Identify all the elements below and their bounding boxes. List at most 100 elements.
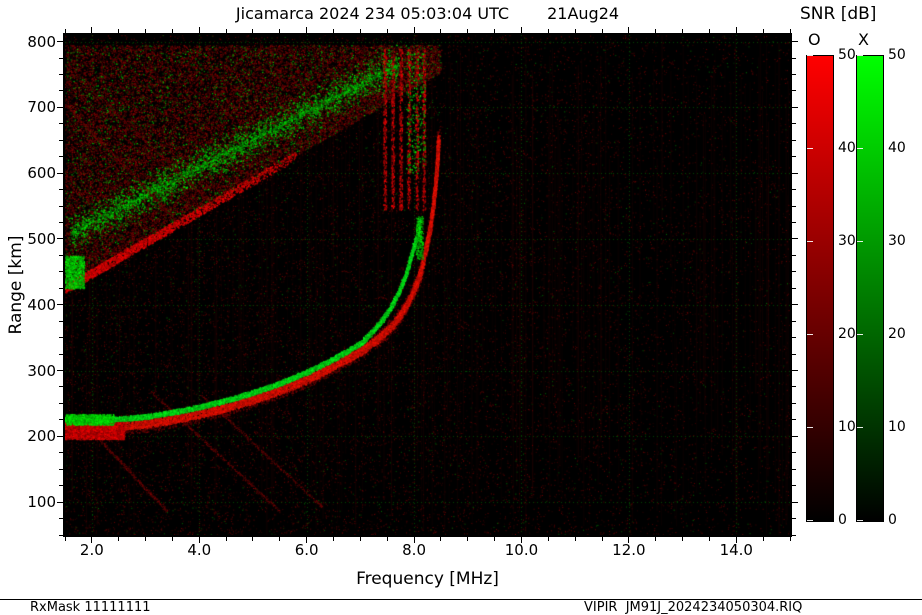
x-axis-tick [520,537,522,543]
x-axis-tick [306,537,308,543]
title-row: Jicamarca 2024 234 05:03:04 UTC 21Aug24 [65,4,790,23]
x-axis-minor-tick [440,29,442,33]
y-axis-minor-tick [59,222,63,223]
x-axis-tick [735,27,737,33]
colorbar-tick-label: 40 [888,140,906,156]
x-axis-tick [520,27,522,33]
x-axis-minor-tick [601,29,603,33]
y-axis-minor-tick [792,189,796,191]
x-tick-label: 6.0 [294,541,319,559]
colorbar-tick-label: 30 [888,233,906,249]
x-axis-tick [91,537,93,543]
y-axis-tick [57,501,63,503]
plot-date: 21Aug24 [547,4,620,23]
y-axis-minor-tick [59,386,63,388]
y-tick-label: 700 [27,98,56,117]
x-axis-minor-tick [467,537,469,541]
y-axis-minor-tick [792,123,796,125]
x-axis-minor-tick [252,29,254,33]
y-axis-minor-tick [59,205,63,207]
x-axis-minor-tick [762,537,764,541]
y-tick-label: 500 [27,229,56,248]
x-axis-tick [306,27,308,33]
rxmask-label: RxMask 11111111 [30,600,151,615]
o-mode-label: O [808,30,821,49]
x-axis-minor-tick [655,537,657,541]
y-axis-minor-tick [792,287,796,289]
colorbar-tick-label: 50 [888,47,906,63]
x-tick-label: 4.0 [187,541,212,559]
x-axis-minor-tick [708,537,710,541]
y-axis-tick [57,370,63,372]
y-axis-minor-tick [792,57,796,59]
x-axis-minor-tick [333,537,335,541]
colorbar-tick-label: 10 [888,419,906,435]
x-axis-minor-tick [574,29,576,33]
colorbar-tick-label: 40 [838,140,856,156]
y-axis-minor-tick [59,518,63,520]
x-axis-minor-tick [762,29,764,33]
y-axis-minor-tick [59,156,63,158]
x-axis-minor-tick [789,29,791,33]
x-axis-minor-tick [279,537,281,541]
snr-colorbar-title: SNR [dB] [800,4,877,24]
x-axis-minor-tick [708,29,710,33]
ionogram-plot-canvas [65,35,790,535]
y-axis-minor-tick [792,419,796,421]
colorbar-tick-label: 0 [838,512,847,528]
x-axis-minor-tick [64,537,66,541]
y-axis-minor-tick [792,468,796,470]
y-axis-minor-tick [792,73,796,75]
x-axis-minor-tick [145,29,147,33]
x-axis-minor-tick [359,29,361,33]
x-axis-minor-tick [789,537,791,541]
colorbar-tick [857,240,863,242]
y-axis-tick [792,435,798,437]
y-axis-minor-tick [792,320,796,322]
plot-title: Jicamarca 2024 234 05:03:04 UTC [235,4,510,23]
y-axis-minor-tick [792,402,796,404]
colorbar-tick-label: 50 [838,47,856,63]
colorbar-tick [857,333,863,335]
y-axis-tick [57,106,63,108]
y-axis-minor-tick [792,518,796,520]
y-tick-label: 200 [27,427,56,446]
y-axis-minor-tick [792,156,796,158]
y-axis-minor-tick [792,386,796,388]
x-tick-label: 14.0 [719,541,753,559]
x-axis-minor-tick [547,29,549,33]
colorbar-tick [807,240,813,242]
y-axis-minor-tick [59,402,63,404]
y-tick-label: 800 [27,32,56,51]
y-axis-minor-tick [59,139,63,141]
x-axis-minor-tick [682,537,684,541]
y-axis-minor-tick [59,123,63,125]
colorbar-tick-label: 0 [888,512,897,528]
y-axis-tick [792,304,798,306]
x-axis-minor-tick [64,29,66,33]
y-tick-label: 400 [27,295,56,314]
x-mode-colorbar [856,55,884,522]
y-axis-tick [57,172,63,174]
y-axis-minor-tick [59,57,63,59]
y-axis-tick [792,370,798,372]
x-axis-minor-tick [225,537,227,541]
x-axis-minor-tick [386,29,388,33]
x-axis-minor-tick [333,29,335,33]
y-axis-minor-tick [59,419,63,421]
x-axis-minor-tick [547,537,549,541]
colorbar-tick [807,147,813,149]
x-axis-tick [91,27,93,33]
footer-divider [0,599,922,600]
y-axis-minor-tick [59,254,63,256]
x-axis-minor-tick [494,537,496,541]
colorbar-tick [857,147,863,149]
x-axis-minor-tick [440,537,442,541]
x-axis-tick [198,27,200,33]
colorbar-tick [857,54,863,56]
o-mode-colorbar [806,55,834,522]
y-tick-label: 100 [27,493,56,512]
y-axis-minor-tick [792,205,796,207]
x-tick-label: 12.0 [612,541,646,559]
